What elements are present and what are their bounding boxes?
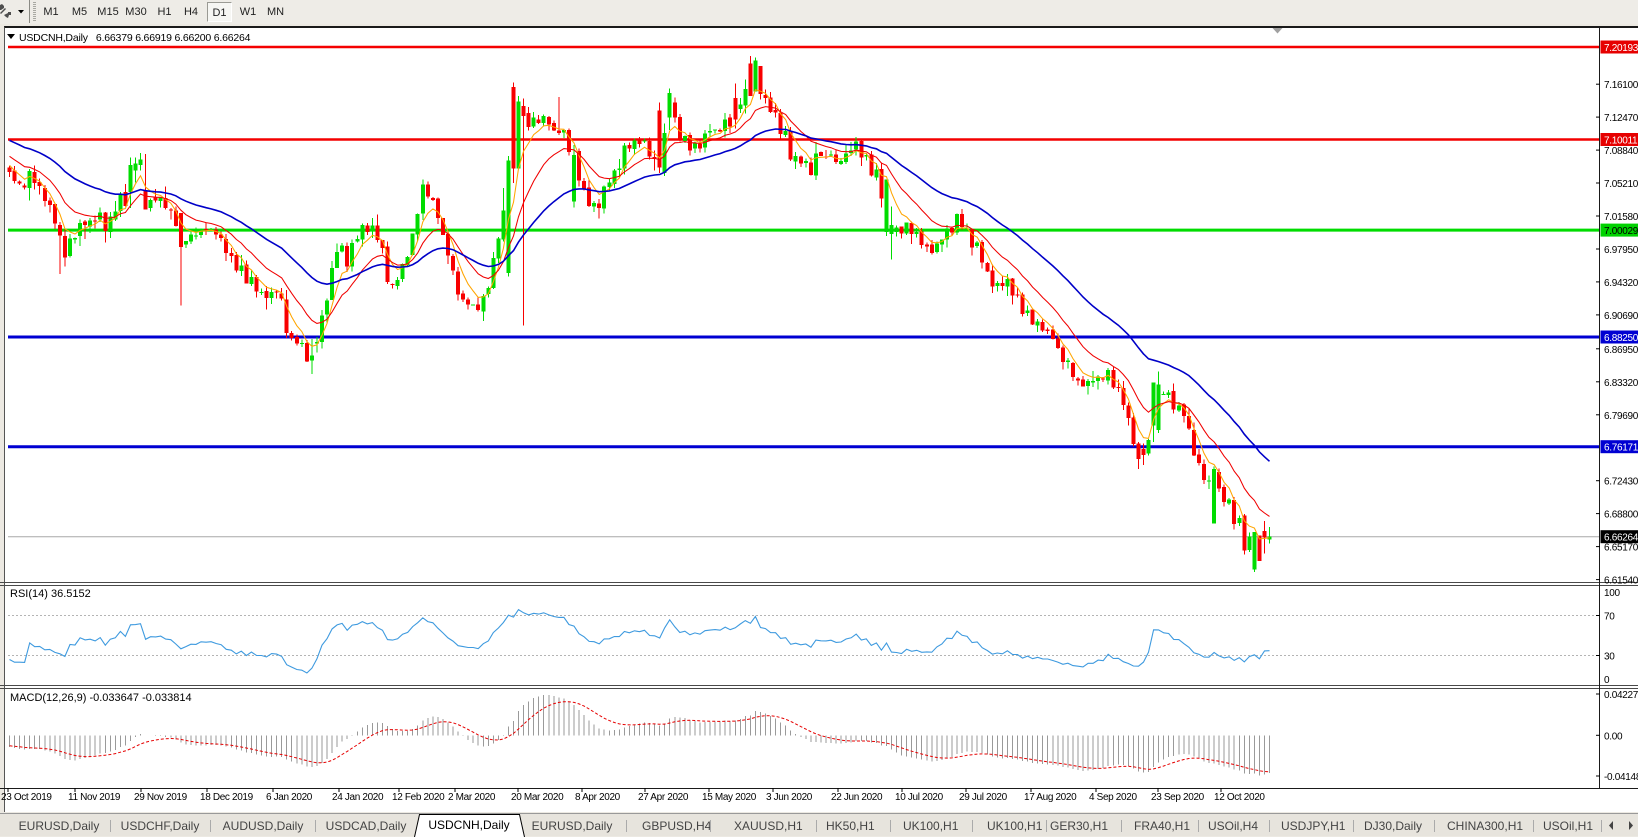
svg-text:6.61540: 6.61540: [1604, 576, 1638, 587]
svg-text:2 Mar 2020: 2 Mar 2020: [448, 792, 496, 803]
svg-text:6 Jan 2020: 6 Jan 2020: [266, 792, 313, 803]
svg-text:7.12470: 7.12470: [1604, 113, 1638, 124]
svg-text:20 Mar 2020: 20 Mar 2020: [511, 792, 564, 803]
svg-text:6.94320: 6.94320: [1604, 278, 1638, 289]
svg-text:4 Sep 2020: 4 Sep 2020: [1089, 792, 1137, 803]
svg-text:RSI(14) 36.5152: RSI(14) 36.5152: [10, 588, 91, 600]
svg-text:11 Nov 2019: 11 Nov 2019: [68, 792, 121, 803]
svg-text:7.05210: 7.05210: [1604, 179, 1638, 190]
svg-text:100: 100: [1604, 588, 1621, 599]
svg-text:30: 30: [1604, 652, 1615, 663]
svg-text:6.79690: 6.79690: [1604, 411, 1638, 422]
svg-text:18 Dec 2019: 18 Dec 2019: [200, 792, 254, 803]
svg-text:17 Aug 2020: 17 Aug 2020: [1024, 792, 1077, 803]
svg-text:6.86950: 6.86950: [1604, 345, 1638, 356]
svg-text:8 Apr 2020: 8 Apr 2020: [575, 792, 621, 803]
svg-text:29 Jul 2020: 29 Jul 2020: [959, 792, 1008, 803]
svg-text:7.20193: 7.20193: [1604, 43, 1638, 54]
svg-text:0: 0: [1604, 675, 1610, 686]
svg-text:7.08840: 7.08840: [1604, 146, 1638, 157]
svg-text:23 Sep 2020: 23 Sep 2020: [1151, 792, 1205, 803]
svg-text:6.72430: 6.72430: [1604, 477, 1638, 488]
svg-text:24 Jan 2020: 24 Jan 2020: [332, 792, 384, 803]
svg-text:7.00029: 7.00029: [1604, 226, 1638, 237]
svg-text:6.83320: 6.83320: [1604, 378, 1638, 389]
svg-text:29 Nov 2019: 29 Nov 2019: [134, 792, 188, 803]
svg-text:3 Jun 2020: 3 Jun 2020: [766, 792, 813, 803]
svg-text:6.68800: 6.68800: [1604, 510, 1638, 521]
svg-text:6.76171: 6.76171: [1604, 443, 1638, 454]
svg-text:USDCNH,Daily 6.66379 6.66919: USDCNH,Daily 6.66379 6.66919 6.66200 6.6…: [19, 32, 251, 44]
svg-text:10 Jul 2020: 10 Jul 2020: [895, 792, 944, 803]
svg-text:6.66264: 6.66264: [1604, 533, 1638, 544]
svg-text:22 Jun 2020: 22 Jun 2020: [831, 792, 883, 803]
svg-text:12 Feb 2020: 12 Feb 2020: [392, 792, 445, 803]
svg-text:23 Oct 2019: 23 Oct 2019: [1, 792, 52, 803]
svg-text:-0.04148: -0.04148: [1604, 772, 1638, 783]
svg-text:7.01580: 7.01580: [1604, 212, 1638, 223]
svg-text:6.65170: 6.65170: [1604, 543, 1638, 554]
svg-text:6.97950: 6.97950: [1604, 245, 1638, 256]
svg-text:27 Apr 2020: 27 Apr 2020: [638, 792, 689, 803]
svg-text:7.16100: 7.16100: [1604, 80, 1638, 91]
svg-text:6.90690: 6.90690: [1604, 311, 1638, 322]
svg-text:7.10011: 7.10011: [1604, 136, 1638, 147]
svg-text:15 May 2020: 15 May 2020: [702, 792, 757, 803]
svg-text:6.88250: 6.88250: [1604, 333, 1638, 344]
svg-text:MACD(12,26,9) -0.033647 -0.033: MACD(12,26,9) -0.033647 -0.033814: [10, 692, 192, 704]
svg-text:0.00: 0.00: [1604, 731, 1623, 742]
svg-text:70: 70: [1604, 612, 1615, 623]
svg-text:0.042275: 0.042275: [1604, 690, 1638, 701]
svg-text:12 Oct 2020: 12 Oct 2020: [1214, 792, 1265, 803]
